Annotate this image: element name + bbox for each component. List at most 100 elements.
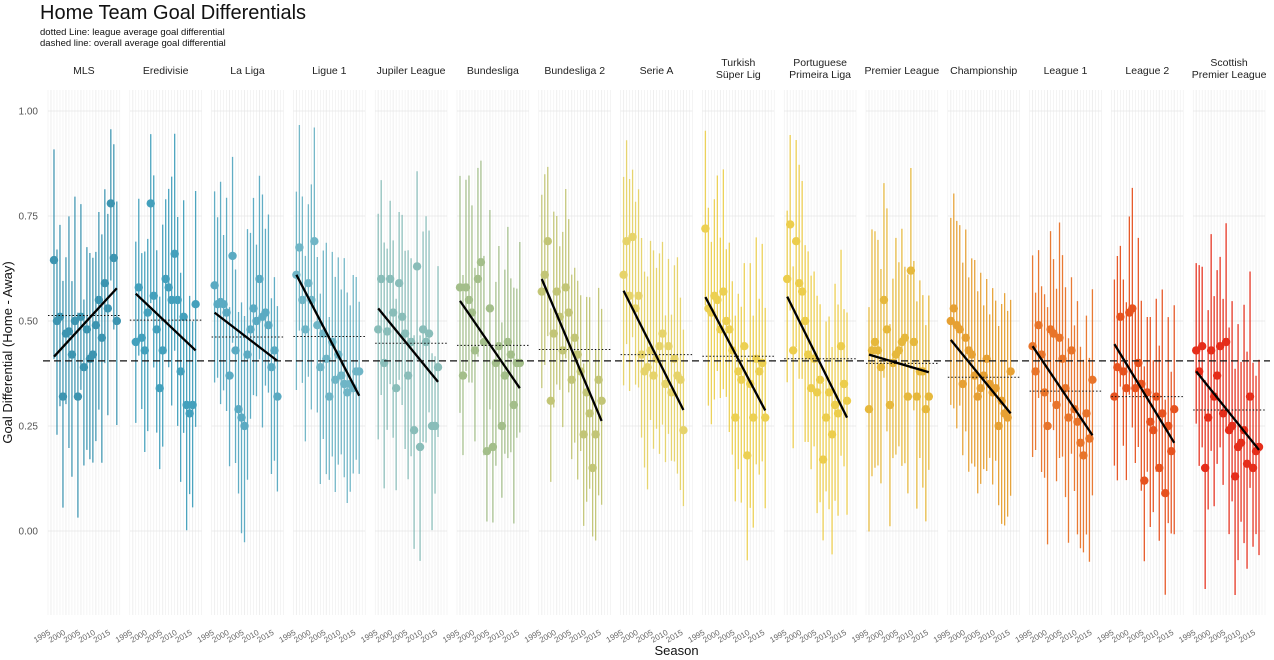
x-tick-label: 2015 [256, 628, 276, 645]
data-point [355, 367, 364, 376]
trend-line [1195, 370, 1260, 451]
data-point [873, 346, 883, 355]
trend-line [949, 339, 1012, 415]
data-point [949, 304, 958, 313]
data-point [331, 375, 340, 384]
data-point [134, 283, 143, 292]
data-point [433, 363, 443, 372]
data-point [343, 388, 352, 397]
chart-title: Home Team Goal Differentials [40, 2, 307, 24]
data-point [788, 346, 798, 355]
data-point [210, 281, 219, 290]
data-point [464, 295, 474, 305]
x-tick-label: 2015 [92, 628, 112, 645]
data-point [737, 375, 746, 384]
data-point [55, 312, 65, 321]
trend-line [1031, 345, 1094, 436]
data-point [1116, 312, 1125, 321]
data-point [722, 316, 731, 326]
data-point [137, 333, 146, 342]
data-point [316, 363, 325, 372]
data-point [373, 325, 383, 334]
data-point [234, 405, 243, 414]
data-point [167, 295, 176, 305]
data-point [225, 371, 234, 380]
data-point [473, 274, 483, 284]
data-point [967, 350, 976, 359]
facet-label-serie-a: Serie A [640, 65, 674, 77]
data-point [310, 237, 319, 246]
x-tick-label: 2015 [910, 628, 930, 645]
data-point [418, 325, 428, 334]
data-point [82, 325, 92, 334]
data-point [761, 413, 770, 422]
facet-label-la-liga: La Liga [230, 65, 265, 77]
data-point [906, 266, 916, 275]
data-point [455, 283, 465, 292]
data-point [842, 396, 852, 405]
data-point [879, 295, 889, 305]
data-point [564, 308, 573, 317]
data-point [391, 384, 401, 393]
data-point [1149, 426, 1158, 435]
data-point [588, 463, 597, 473]
data-point [482, 447, 492, 456]
data-point [1073, 417, 1082, 426]
data-point [470, 346, 480, 355]
data-point [94, 295, 104, 305]
data-point [64, 327, 74, 336]
y-tick-label: 0.50 [19, 317, 39, 328]
data-point [252, 316, 261, 326]
trend-line [53, 287, 118, 358]
data-point [424, 329, 434, 338]
data-point [658, 329, 667, 338]
data-point [1146, 417, 1155, 426]
data-point [140, 346, 149, 355]
data-point [664, 342, 673, 351]
facet-label-jupiler-league: Jupiler League [377, 65, 446, 77]
data-point [661, 379, 670, 389]
data-point [946, 316, 955, 326]
data-point [88, 350, 98, 359]
data-point [143, 308, 152, 317]
x-tick-label: 2015 [337, 628, 357, 645]
data-point [725, 325, 734, 334]
y-tick-label: 0.00 [19, 527, 39, 538]
data-point [149, 291, 158, 300]
data-point [1227, 421, 1237, 431]
trend-line [377, 307, 439, 383]
data-point [1128, 304, 1137, 313]
data-point [785, 220, 795, 229]
facet-label-championship: Championship [950, 65, 1017, 77]
data-point [870, 337, 880, 347]
trend-line [540, 278, 603, 422]
data-point [1088, 375, 1097, 384]
data-point [1131, 384, 1140, 393]
data-point [649, 371, 658, 380]
data-point [749, 413, 758, 422]
data-point [833, 409, 843, 418]
data-point [791, 237, 801, 246]
data-point [237, 413, 246, 422]
data-point [191, 300, 200, 309]
data-point [885, 400, 895, 410]
facet-label-premier-league: Premier League [865, 65, 940, 77]
data-point [543, 237, 552, 246]
data-point [131, 337, 140, 347]
data-point [58, 392, 68, 401]
data-point [458, 371, 468, 380]
x-tick-label: 2015 [501, 628, 521, 645]
data-point [261, 308, 270, 317]
data-point [637, 350, 646, 359]
data-point [255, 274, 264, 284]
data-point [1191, 346, 1201, 355]
data-point [1161, 489, 1170, 498]
data-point [430, 421, 440, 431]
data-point [1006, 367, 1015, 376]
data-point [161, 274, 170, 284]
trend-line [213, 311, 279, 362]
data-point [421, 337, 431, 347]
data-point [701, 224, 710, 233]
data-point [1200, 463, 1210, 473]
data-point [146, 199, 155, 208]
